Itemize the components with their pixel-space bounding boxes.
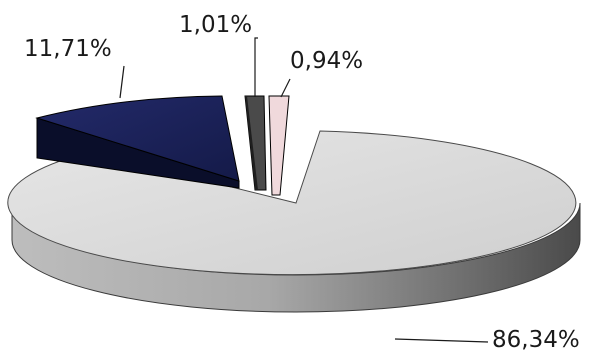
slice-1-01-edge bbox=[245, 96, 258, 190]
data-label-1-01: 1,01% bbox=[179, 12, 252, 38]
data-label-0-94: 0,94% bbox=[290, 48, 363, 74]
slice-1-01 bbox=[244, 95, 267, 191]
leader-lines bbox=[119, 37, 489, 343]
slice-11-71 bbox=[35, 95, 240, 189]
leader-line-11-71 bbox=[119, 65, 125, 99]
slice-0-94-body bbox=[268, 95, 290, 196]
data-label-86-34: 86,34% bbox=[492, 327, 580, 353]
slice-11-71-top bbox=[35, 95, 240, 182]
slice-0-94 bbox=[268, 95, 290, 196]
leader-line-86-34 bbox=[394, 338, 489, 343]
data-label-11-71: 11,71% bbox=[24, 36, 112, 62]
leader-line-1-01 bbox=[254, 37, 258, 97]
leader-line-0-94 bbox=[280, 78, 291, 98]
